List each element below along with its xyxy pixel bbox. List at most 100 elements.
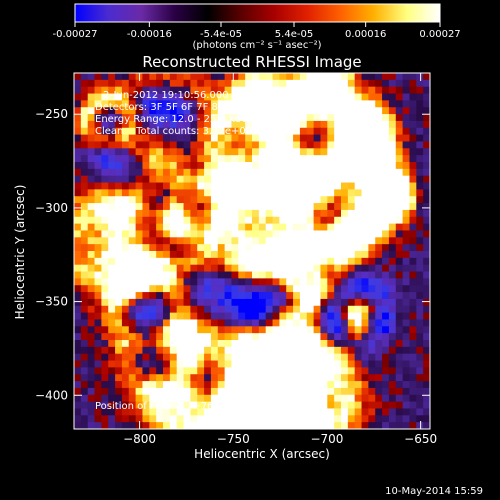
heatmap-cell <box>231 216 239 225</box>
heatmap-cell <box>402 148 411 156</box>
heatmap-cell <box>163 326 171 334</box>
heatmap-cell <box>416 230 424 238</box>
heatmap-cell <box>176 127 185 136</box>
heatmap-cell <box>375 353 383 362</box>
heatmap-cell <box>423 360 430 368</box>
heatmap-cell <box>238 326 246 334</box>
heatmap-cell <box>313 162 322 170</box>
heatmap-cell <box>347 278 356 286</box>
heatmap-cell <box>80 223 89 232</box>
heatmap-cell <box>265 422 274 429</box>
heatmap-cell <box>80 141 89 149</box>
heatmap-cell <box>115 367 123 375</box>
heatmap-cell <box>327 141 335 149</box>
heatmap-cell <box>416 285 424 293</box>
heatmap-cell <box>299 127 308 136</box>
heatmap-cell <box>169 230 178 238</box>
heatmap-cell <box>334 360 342 368</box>
heatmap-cell <box>121 216 130 225</box>
heatmap-cell <box>347 340 356 348</box>
heatmap-cell <box>388 285 397 293</box>
heatmap-cell <box>204 298 212 307</box>
heatmap-cell <box>375 360 383 368</box>
heatmap-cell <box>388 141 397 149</box>
heatmap-cell <box>121 264 130 273</box>
heatmap-cell <box>306 168 315 177</box>
heatmap-cell <box>101 79 109 88</box>
heatmap-cell <box>94 230 102 238</box>
heatmap-cell <box>272 107 280 115</box>
heatmap-cell <box>156 203 164 211</box>
heatmap-cell <box>299 381 308 389</box>
heatmap-cell <box>80 319 89 327</box>
heatmap-cell <box>74 93 82 101</box>
heatmap-cell <box>163 401 171 410</box>
heatmap-cell <box>224 422 233 429</box>
heatmap-cell <box>108 264 116 273</box>
heatmap-cell <box>135 312 144 321</box>
heatmap-cell <box>80 401 89 410</box>
heatmap-cell <box>80 93 89 101</box>
heatmap-cell <box>388 209 397 218</box>
heatmap-cell <box>183 408 191 416</box>
heatmap-cell <box>375 127 383 136</box>
heatmap-cell <box>272 298 280 307</box>
heatmap-cell <box>176 93 185 101</box>
heatmap-cell <box>217 333 226 341</box>
heatmap-cell <box>87 264 96 273</box>
heatmap-cell <box>382 394 390 403</box>
heatmap-cell <box>135 100 144 108</box>
heatmap-cell <box>149 155 157 163</box>
heatmap-cell <box>395 319 404 327</box>
heatmap-cell <box>402 285 411 293</box>
heatmap-cell <box>327 223 335 232</box>
heatmap-cell <box>313 278 322 286</box>
heatmap-cell <box>382 387 390 396</box>
heatmap-cell <box>87 346 96 355</box>
heatmap-cell <box>258 408 267 416</box>
heatmap-cell <box>108 189 116 197</box>
heatmap-cell <box>238 155 246 163</box>
heatmap-cell <box>149 401 157 410</box>
heatmap-cell <box>347 360 356 368</box>
heatmap-cell <box>258 374 267 382</box>
heatmap-cell <box>293 257 301 266</box>
heatmap-cell <box>156 230 164 238</box>
heatmap-cell <box>368 107 376 115</box>
heatmap-cell <box>252 134 260 143</box>
heatmap-cell <box>327 264 335 273</box>
heatmap-cell <box>313 141 322 149</box>
heatmap-cell <box>87 374 96 382</box>
heatmap-cell <box>347 107 356 115</box>
heatmap-cell <box>320 312 328 321</box>
heatmap-cell <box>354 408 363 416</box>
heatmap-cell <box>197 401 205 410</box>
heatmap-cell <box>258 360 267 368</box>
heatmap-cell <box>121 285 130 293</box>
heatmap-cell <box>163 257 171 266</box>
heatmap-cell <box>265 374 274 382</box>
heatmap-cell <box>245 340 253 348</box>
heatmap-cell <box>279 422 287 429</box>
heatmap-cell <box>163 305 171 314</box>
heatmap-cell <box>108 415 116 423</box>
heatmap-cell <box>217 155 226 163</box>
heatmap-cell <box>128 79 137 88</box>
heatmap-cell <box>416 162 424 170</box>
heatmap-cell <box>204 182 212 190</box>
heatmap-cell <box>197 189 205 197</box>
heatmap-cell <box>163 408 171 416</box>
heatmap-cell <box>334 114 342 122</box>
heatmap-cell <box>272 141 280 149</box>
heatmap-cell <box>87 381 96 389</box>
heatmap-cell <box>313 196 322 204</box>
heatmap-cell <box>94 162 102 170</box>
heatmap-cell <box>169 100 178 108</box>
heatmap-cell <box>197 326 205 334</box>
heatmap-cell <box>74 292 82 300</box>
heatmap-cell <box>423 86 430 95</box>
heatmap-cell <box>183 230 191 238</box>
heatmap-cell <box>231 374 239 382</box>
heatmap-cell <box>121 394 130 403</box>
